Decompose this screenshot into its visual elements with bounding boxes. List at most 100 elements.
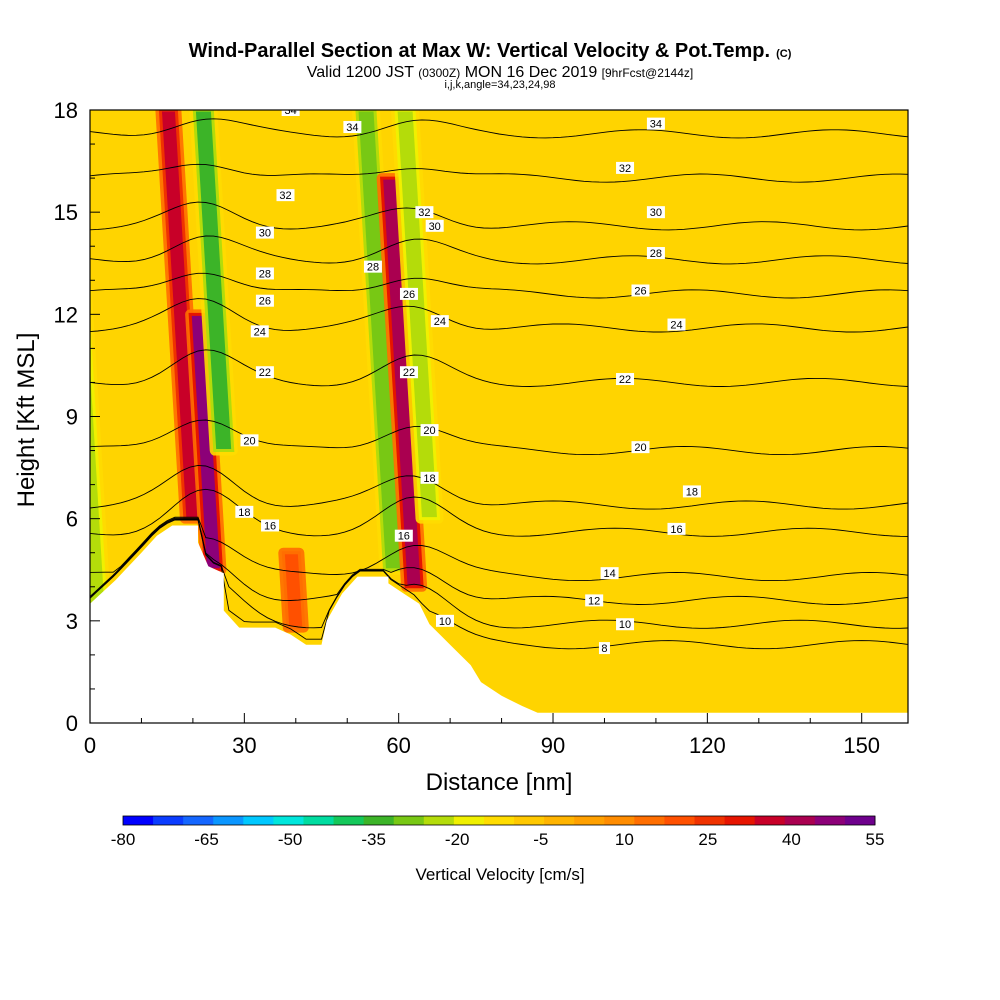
isentrope-label-bg-29	[682, 485, 701, 498]
isentrope-label-19: 16	[398, 531, 410, 543]
colorbar: -80 -65 -50 -35 -20 -5 10 25 40 55	[111, 815, 885, 849]
x-axis-label: Distance [nm]	[426, 769, 573, 796]
isentrope-label-bg-20	[435, 614, 454, 627]
y-axis: 0 3 6 9 12 15 18	[54, 98, 100, 736]
isentrope-label-21: 34	[650, 119, 662, 131]
isentrope-label-bg-28	[631, 441, 650, 454]
colorbar-tick-label-1: -65	[194, 830, 219, 849]
x-axis: 0 30 60 90 120 150	[84, 713, 880, 758]
y-tick-label-5: 15	[54, 200, 78, 225]
colorbar-frame	[122, 815, 876, 826]
isentrope-label-20: 10	[439, 616, 451, 628]
colorbar-swatch-17	[634, 816, 665, 825]
isentrope-label-32: 12	[588, 595, 600, 607]
colorbar-tick-label-6: 10	[615, 830, 634, 849]
colorbar-swatch-12	[483, 816, 515, 825]
isentrope-label-bg-16	[399, 366, 418, 379]
y-axis-label: Height [Kft MSL]	[13, 333, 40, 508]
isentrope-label-bg-4	[255, 294, 274, 307]
isentrope-14	[90, 516, 908, 582]
isentrope-label-bg-33	[616, 618, 635, 631]
isentrope-22	[90, 349, 908, 387]
isentrope-label-bg-31	[600, 567, 619, 580]
x-tick-label-4: 120	[689, 733, 726, 758]
isentrope-label-16: 22	[403, 367, 415, 379]
isentrope-label-bg-22	[616, 161, 635, 174]
colorbar-swatch-16	[604, 816, 635, 825]
colorbar-tick-label-9: 55	[866, 830, 885, 849]
isentrope-label-17: 20	[423, 425, 435, 437]
isentrope-12	[90, 517, 908, 605]
isentrope-label-bg-21	[646, 117, 665, 130]
isentrope-label-bg-23	[646, 206, 665, 219]
isentrope-label-12: 30	[429, 221, 441, 233]
isentrope-label-8: 18	[238, 507, 250, 519]
isentrope-label-27: 22	[619, 374, 631, 386]
x-tick-label-0: 0	[84, 733, 96, 758]
isentrope-label-bg-18	[420, 471, 439, 484]
isentrope-label-31: 14	[603, 568, 615, 580]
colorbar-swatch-11	[453, 816, 485, 825]
isentrope-label-bg-9	[261, 519, 280, 532]
isentrope-lines	[90, 118, 908, 650]
isentrope-label-7: 20	[243, 435, 255, 447]
isentrope-28	[90, 235, 908, 265]
isentrope-label-bg-26	[667, 318, 686, 331]
isentrope-label-1: 32	[279, 190, 291, 202]
isentrope-label-bg-17	[420, 424, 439, 437]
colorbar-tick-label-4: -20	[445, 830, 470, 849]
colorbar-swatch-19	[694, 816, 726, 825]
colorbar-tick-label-3: -35	[361, 830, 386, 849]
y-tick-label-3: 9	[66, 405, 78, 430]
isentrope-label-26: 24	[670, 320, 682, 332]
isentrope-label-bg-11	[415, 206, 434, 219]
x-tick-label-5: 150	[843, 733, 880, 758]
colorbar-swatch-21	[754, 816, 786, 825]
isentrope-label-bg-24	[646, 247, 665, 260]
isentrope-16	[90, 488, 908, 537]
isentrope-label-13: 28	[367, 262, 379, 274]
colorbar-swatch-13	[514, 816, 545, 825]
isentrope-label-bg-27	[616, 373, 635, 386]
x-tick-label-3: 90	[541, 733, 565, 758]
isentrope-label-11: 32	[418, 207, 430, 219]
isentrope-label-14: 26	[403, 289, 415, 301]
colorbar-swatch-0	[123, 816, 154, 825]
isentrope-label-bg-13	[363, 260, 382, 273]
y-tick-label-2: 6	[66, 507, 78, 532]
terrain-mask	[90, 525, 908, 723]
velocity-cell-4	[281, 551, 306, 630]
isentrope-24	[90, 298, 908, 333]
isentrope-label-bg-25	[631, 284, 650, 297]
isentrope-label-2: 30	[259, 228, 271, 240]
isentrope-label-15: 24	[434, 316, 446, 328]
colorbar-swatch-15	[574, 816, 605, 825]
isentrope-label-bg-32	[585, 594, 604, 607]
velocity-cell-3	[192, 110, 235, 453]
colorbar-swatch-24	[844, 816, 876, 825]
colorbar-swatch-4	[243, 816, 274, 825]
isentrope-20	[90, 419, 908, 456]
isentrope-label-bg-34	[598, 642, 610, 655]
isentrope-label-bg-3	[255, 267, 274, 280]
isentrope-label-6: 22	[259, 367, 271, 379]
isentrope-label-bg-19	[394, 529, 413, 542]
isentrope-label-bg-5	[250, 325, 269, 338]
colorbar-swatch-14	[544, 816, 575, 825]
colorbar-swatch-9	[393, 816, 425, 825]
isentrope-label-bg-1	[276, 189, 295, 202]
colorbar-swatch-2	[183, 816, 214, 825]
isentrope-label-18: 18	[423, 473, 435, 485]
isentrope-label-bg-0	[281, 110, 300, 116]
colorbar-label: Vertical Velocity [cm/s]	[415, 865, 584, 884]
grid-info: i,j,k,angle=34,23,24,98	[444, 79, 555, 91]
isentrope-label-34: 8	[601, 643, 607, 655]
colorbar-swatch-18	[664, 816, 696, 825]
isentrope-10	[90, 518, 908, 629]
isentrope-label-24: 28	[650, 248, 662, 260]
isentrope-label-bg-6	[255, 366, 274, 379]
isentrope-label-4: 26	[259, 296, 271, 308]
colorbar-swatch-7	[333, 816, 365, 825]
colorbar-swatch-23	[814, 816, 846, 825]
